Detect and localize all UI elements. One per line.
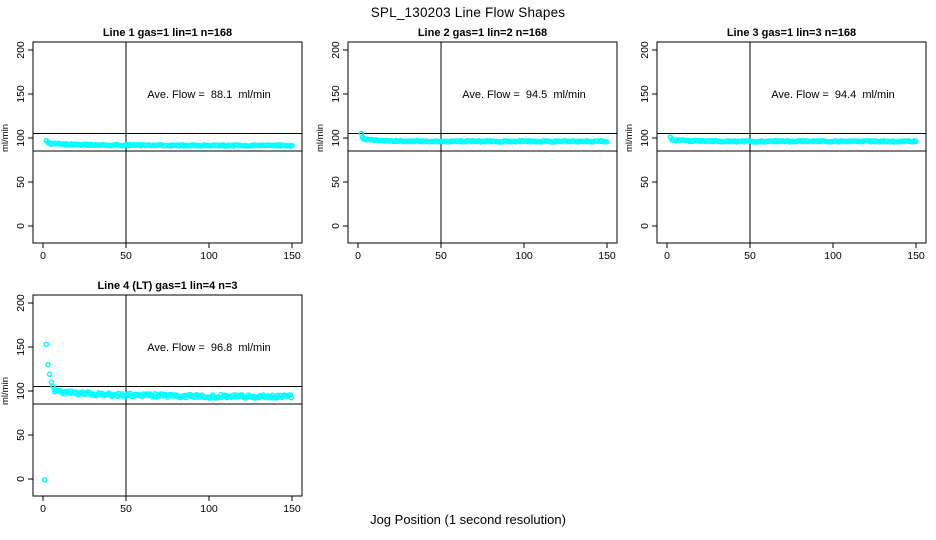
plot-box [32,294,303,497]
y-tick-label: 0 [639,223,651,229]
data-point [48,379,55,385]
y-tick-label: 200 [15,41,27,59]
data-point [192,142,199,149]
x-tick-label: 50 [120,503,132,515]
y-tick-label: 50 [15,176,27,188]
data-point [46,371,53,378]
x-tick-label: 100 [515,250,533,262]
x-tick-label: 100 [824,250,842,262]
panel-line4: Line 4 (LT) gas=1 lin=4 n=3 0 50 100 150 0 50 1… [0,278,312,531]
data-point [603,139,610,145]
x-tick-label: 150 [907,250,925,262]
data-point [520,138,527,145]
y-tick-label: 100 [330,129,342,147]
panel-title: Line 4 (LT) gas=1 lin=4 n=3 [97,280,237,292]
panel-title: Line 3 gas=1 lin=3 n=168 [727,27,856,39]
y-tick-label: 200 [15,294,27,312]
plot-box [32,41,303,244]
y-tick-label: 200 [330,41,342,59]
y-tick-label: 150 [15,338,27,356]
data-point [43,341,50,348]
x-tick-label: 0 [40,503,46,515]
data-point [45,361,51,368]
data-point [865,138,871,144]
y-axis-label: ml/min [0,124,11,152]
ave-flow-annotation: Ave. Flow = 88.1 ml/min [147,89,271,101]
x-tick-label: 100 [200,250,218,262]
data-point [41,477,48,483]
data-point [684,137,690,144]
panel-title: Line 1 gas=1 lin=1 n=168 [103,27,232,39]
plot-box [656,41,927,244]
x-axis-label: Jog Position (1 second resolution) [370,512,566,527]
panel-line2: Line 2 gas=1 lin=2 n=168 0 50 100 150 0 50 100 1… [315,25,627,278]
data-point [287,392,294,398]
data-point [773,138,779,145]
panel-title: Line 2 gas=1 lin=2 n=168 [418,27,547,39]
y-tick-label: 100 [15,382,27,400]
panel-line3: Line 3 gas=1 lin=3 n=168 0 50 100 150 0 50 100 1… [624,25,936,278]
data-point [856,138,862,145]
data-point [846,138,852,144]
ave-flow-annotation: Ave. Flow = 96.8 ml/min [147,342,271,354]
y-tick-label: 200 [639,41,651,59]
panel-plot: Line 2 gas=1 lin=2 n=168 0 50 100 150 0 50 100 1… [315,27,618,262]
y-tick-label: 50 [639,176,651,188]
x-tick-label: 150 [598,250,616,262]
x-tick-label: 0 [664,250,670,262]
main-title: SPL_130203 Line Flow Shapes [370,5,566,20]
data-point [912,138,919,145]
x-tick-label: 100 [200,503,218,515]
y-tick-label: 50 [15,429,27,441]
data-point [263,142,270,148]
y-tick-label: 100 [639,129,651,147]
data-point [580,138,587,145]
y-tick-label: 150 [639,85,651,103]
y-axis-label: ml/min [315,124,326,152]
data-point [760,138,767,145]
y-tick-label: 50 [330,176,342,188]
ave-flow-annotation: Ave. Flow = 94.4 ml/min [771,89,895,101]
y-tick-label: 150 [15,85,27,103]
data-point [288,394,295,401]
x-tick-label: 50 [120,250,132,262]
y-tick-label: 150 [330,85,342,103]
data-point [728,138,735,145]
x-tick-label: 50 [435,250,447,262]
data-point [289,142,295,149]
y-tick-label: 0 [330,223,342,229]
x-tick-label: 0 [355,250,361,262]
y-tick-label: 0 [15,223,27,229]
data-point [101,142,108,148]
y-axis-label: ml/min [624,124,635,152]
panel-plot: Line 4 (LT) gas=1 lin=4 n=3 0 50 100 150 0 50 1… [0,280,303,515]
panel-line1: Line 1 gas=1 lin=1 n=168 0 50 100 150 0 50 100 1… [0,25,312,278]
x-tick-label: 50 [744,250,756,262]
panel-plot: Line 3 gas=1 lin=3 n=168 0 50 100 150 0 50 100 1… [624,27,927,262]
data-point [554,138,560,145]
panel-plot: Line 1 gas=1 lin=1 n=168 0 50 100 150 0 50 100 1… [0,27,303,262]
x-tick-label: 150 [283,503,301,515]
plot-box [347,41,618,244]
y-axis-label: ml/min [0,377,11,405]
ave-flow-annotation: Ave. Flow = 94.5 ml/min [462,89,586,101]
y-tick-label: 0 [15,476,27,482]
x-tick-label: 0 [40,250,46,262]
y-tick-label: 100 [15,129,27,147]
x-tick-label: 150 [283,250,301,262]
